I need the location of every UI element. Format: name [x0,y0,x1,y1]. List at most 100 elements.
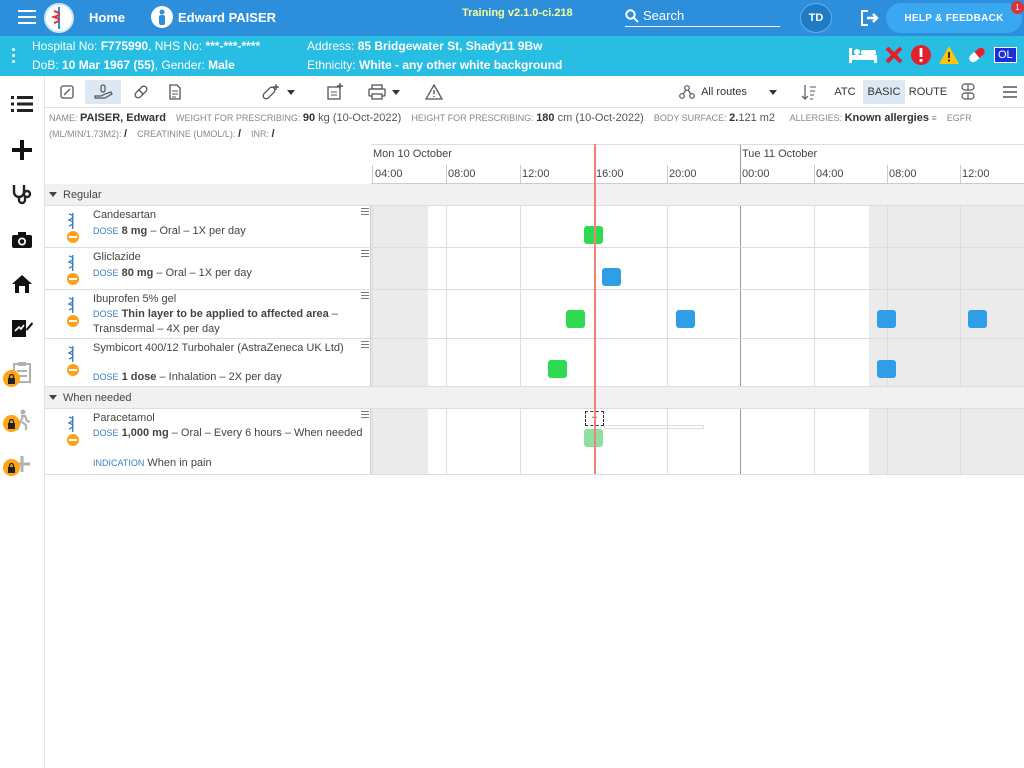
scheduled-dose-marker[interactable] [968,310,987,328]
grid-line [520,206,521,247]
medication-dose: DOSE Thin layer to be applied to affecte… [93,308,338,335]
grid-line [372,248,373,289]
info-creatinine: / [237,128,241,140]
dispense-icon[interactable] [55,80,79,104]
scheduled-dose-marker[interactable] [676,310,695,328]
bed-icon[interactable] [848,46,878,64]
warning-outline-icon[interactable] [423,80,445,104]
app-logo-icon[interactable] [44,3,74,33]
hour-label: 04:00 [816,168,844,180]
info-allergies[interactable]: Known allergies [844,112,929,124]
add-locked-icon[interactable] [0,442,44,486]
search-field[interactable]: Search [625,5,780,27]
night-shade [371,409,428,474]
day-divider [740,248,741,289]
grid-line [814,248,815,289]
warning-triangle-icon[interactable] [938,45,960,65]
day-label: Tue 11 October [742,148,818,160]
ethnicity-line: Ethnicity: White - any other white backg… [307,58,563,72]
night-shade [869,409,1024,474]
grid-line [960,248,961,289]
scheduled-dose-marker[interactable] [877,310,896,328]
grid-line [446,339,447,386]
row-menu-icon[interactable] [361,411,369,420]
info-weight: 90 [302,112,316,124]
edit-document-icon[interactable] [0,306,44,350]
administered-dose-marker[interactable] [548,360,567,378]
medication-row[interactable]: Gliclazide DOSE 80 mg – Oral – 1X per da… [45,248,1024,290]
info-name: PAISER, Edward [80,112,166,124]
add-prescription-button[interactable] [257,80,299,104]
cross-alert-icon[interactable] [884,45,904,65]
nhs-number: ***-***-**** [205,39,261,53]
row-menu-icon[interactable] [361,341,369,350]
row-menu-icon[interactable] [361,250,369,259]
stethoscope-icon[interactable] [0,172,44,216]
routes-label: All routes [701,86,747,98]
row-menu-icon[interactable] [361,292,369,301]
scheduled-dose-marker[interactable] [602,268,621,286]
list-icon[interactable] [0,82,44,126]
user-avatar[interactable]: TD [800,3,832,33]
home-icon[interactable] [0,262,44,306]
atc-button[interactable]: ATC [834,86,856,98]
basic-button[interactable]: BASIC [863,80,905,104]
pills-group-icon[interactable] [957,80,979,104]
grid-line [446,409,447,474]
collapse-icon[interactable] [49,192,57,197]
medication-row[interactable]: Ibuprofen 5% gel DOSE Thin layer to be a… [45,290,1024,339]
camera-icon[interactable] [0,218,44,262]
section-when-needed[interactable]: When needed [45,387,1024,409]
grid-line [814,206,815,247]
night-shade [371,248,428,289]
help-feedback-button[interactable]: HELP & FEEDBACK [886,3,1022,33]
medication-name: Symbicort 400/12 Turbohaler (AstraZeneca… [93,342,344,354]
warning-circle-icon[interactable] [910,44,932,66]
route-button[interactable]: ROUTE [908,86,948,98]
info-inr: / [271,128,275,140]
grid-line [446,290,447,338]
medication-chart: Mon 10 October Tue 11 October 04:00 08:0… [45,144,1024,476]
administered-dose-marker[interactable] [584,226,603,244]
pill-icon[interactable] [966,45,988,65]
administer-icon[interactable] [85,80,121,104]
oral-medication-icon [67,416,79,446]
add-icon[interactable] [0,128,44,172]
print-button[interactable] [363,80,405,104]
patient-banner: Hospital No: F775990, NHS No: ***-***-**… [0,36,1024,76]
hamburger-menu-icon[interactable] [18,10,36,26]
prn-range-bar [604,425,704,429]
ol-badge[interactable]: OL [994,47,1017,63]
medication-row[interactable]: Symbicort 400/12 Turbohaler (AstraZeneca… [45,339,1024,387]
pill-outline-icon[interactable] [129,80,153,104]
hamburger-icon[interactable] [999,80,1021,104]
routes-dropdown[interactable]: All routes [678,80,778,104]
day-label: Mon 10 October [373,148,452,160]
logout-icon[interactable] [860,9,880,32]
add-calendar-icon[interactable] [323,80,347,104]
section-regular[interactable]: Regular [45,184,1024,206]
scheduled-dose-marker[interactable] [877,360,896,378]
allergies-menu-icon[interactable]: ≡ [931,113,937,123]
oral-medication-icon [67,255,79,285]
hour-label: 16:00 [596,168,624,180]
row-menu-icon[interactable] [361,208,369,217]
medication-name: Ibuprofen 5% gel [93,293,177,305]
grid-line [446,248,447,289]
day-divider [740,206,741,247]
collapse-icon[interactable] [49,395,57,400]
prn-dose-marker[interactable] [584,429,603,447]
medication-dose: DOSE 80 mg – Oral – 1X per day [93,267,252,279]
administered-dose-marker[interactable] [566,310,585,328]
hospital-line: Hospital No: F775990, NHS No: ***-***-**… [32,39,261,53]
ethnicity: White - any other white background [359,58,563,72]
document-icon[interactable] [163,80,187,104]
sort-icon[interactable] [799,80,819,104]
home-link[interactable]: Home [89,10,126,25]
hour-label: 08:00 [889,168,917,180]
day-divider [740,409,741,474]
medication-row[interactable]: Candesartan DOSE 8 mg – Oral – 1X per da… [45,206,1024,248]
banner-menu-icon[interactable] [12,48,16,66]
prescribing-info: NAME: PAISER, Edward WEIGHT FOR PRESCRIB… [49,112,972,140]
prn-medication-row[interactable]: Paracetamol DOSE 1,000 mg – Oral – Every… [45,409,1024,475]
